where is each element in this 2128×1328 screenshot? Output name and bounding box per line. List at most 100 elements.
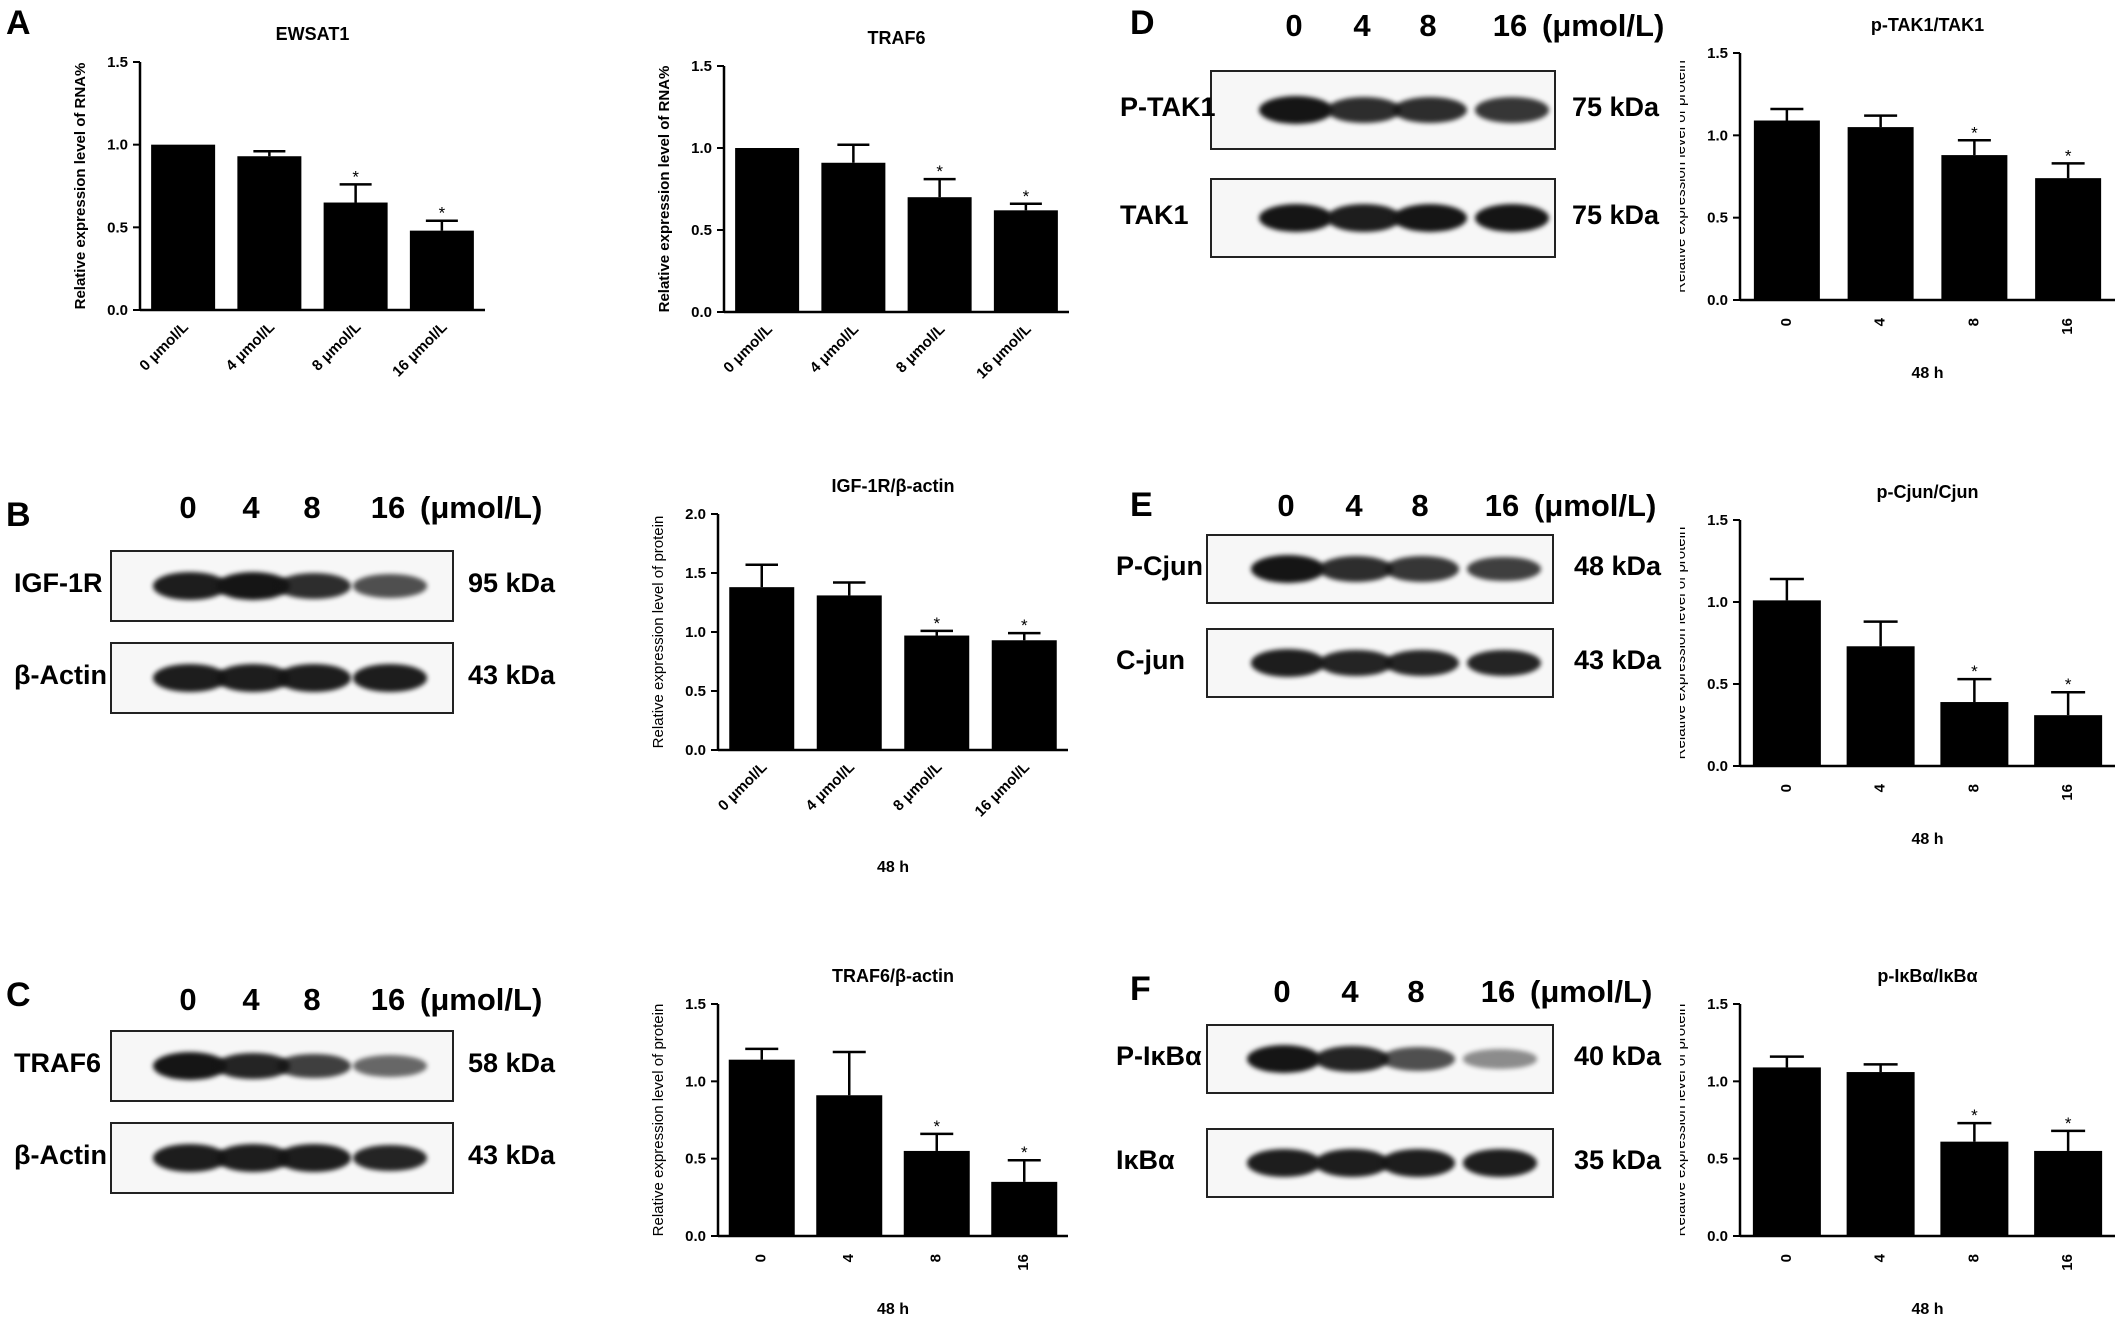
significance-star: * (936, 162, 943, 181)
western-blot-e: 0 4 8 16 (μmol/L) P-Cjun 48 kDa C-jun 43 kDa (1116, 488, 1670, 748)
x-tick-label: 4 μmol/L (223, 319, 279, 375)
y-tick-label: 0.0 (107, 302, 128, 319)
lane-label: 8 (1419, 8, 1437, 43)
blot-row (1206, 1128, 1554, 1198)
significance-star: * (1021, 616, 1028, 635)
chart-ewsat1: EWSAT1 0.0 0.5 1.0 1.5 Relative expression le… (72, 24, 485, 380)
y-tick-label: 2.0 (685, 506, 706, 523)
bar (729, 587, 795, 750)
significance-star: * (439, 204, 446, 223)
lane-label: 8 (1407, 974, 1425, 1009)
y-axis-label: Relative expression level of RNA% (656, 66, 673, 313)
lane-unit-label: (μmol/L) (420, 982, 543, 1017)
bar (816, 595, 882, 750)
x-tick-label: 0 μmol/L (720, 321, 776, 377)
lane-label: 4 (242, 982, 260, 1017)
blot-band (153, 1052, 227, 1080)
significance-star: * (1021, 1143, 1028, 1162)
y-axis-label: Relative expression level of protein (1680, 527, 1689, 760)
y-tick-label: 1.5 (685, 996, 706, 1013)
molecular-weight-label: 40 kDa (1574, 1041, 1662, 1071)
x-tick-label: 16 μmol/L (972, 759, 1034, 821)
blot-band (277, 664, 351, 692)
bar (991, 640, 1057, 750)
y-tick-label: 0.0 (685, 742, 706, 759)
blot-band (1385, 649, 1459, 677)
blot-band (1475, 204, 1549, 232)
bar (728, 1059, 795, 1236)
y-tick-label: 1.5 (685, 565, 706, 582)
blot-band (1381, 1149, 1455, 1177)
significance-star: * (2065, 1114, 2072, 1133)
panel-label-e: E (1130, 486, 1153, 524)
panel-label-b: B (6, 496, 31, 534)
bar (1940, 702, 2009, 766)
significance-star: * (933, 614, 940, 633)
x-axis-label: 48 h (1911, 365, 1943, 382)
blot-band (1381, 1047, 1455, 1071)
y-tick-label: 0.5 (107, 219, 128, 236)
molecular-weight-label: 48 kDa (1574, 551, 1662, 581)
lane-unit-label: (μmol/L) (1530, 974, 1653, 1009)
bar (151, 144, 216, 310)
x-tick-label: 8 μmol/L (309, 319, 365, 375)
y-tick-label: 1.5 (107, 54, 128, 71)
lane-label: 8 (1411, 488, 1429, 523)
x-axis-label: 48 h (877, 859, 909, 876)
blot-band (1467, 556, 1541, 582)
y-tick-label: 1.0 (1707, 1073, 1728, 1090)
significance-star: * (1023, 187, 1030, 206)
y-tick-label: 0.0 (685, 1228, 706, 1245)
y-axis-label: Relative expression level of protein (650, 1004, 667, 1237)
protein-label: IGF-1R (14, 568, 103, 598)
y-tick-label: 1.5 (1707, 45, 1728, 62)
blot-row (1210, 178, 1556, 258)
chart-title: TRAF6/β-actin (832, 966, 954, 986)
y-tick-label: 0.0 (1707, 758, 1728, 775)
blot-row (1210, 70, 1556, 150)
y-tick-label: 0.0 (691, 304, 712, 321)
protein-label: P-Cjun (1116, 551, 1203, 581)
lane-label: 0 (179, 982, 197, 1017)
significance-star: * (1971, 1106, 1978, 1125)
blot-band (153, 572, 227, 600)
lane-label: 16 (370, 982, 406, 1017)
blot-band (353, 1055, 427, 1077)
blot-band (1251, 555, 1325, 583)
blot-row (110, 642, 454, 714)
lane-label: 4 (1345, 488, 1363, 523)
blot-band (1319, 555, 1393, 583)
y-tick-label: 1.5 (691, 58, 712, 75)
bar (993, 210, 1058, 312)
bar (816, 1095, 883, 1236)
significance-star: * (2065, 146, 2072, 165)
bar (1940, 1141, 2009, 1236)
blot-band (1463, 1049, 1537, 1069)
western-blot-b: 0 4 8 16 (μmol/L) IGF-1R 95 kDa β-Actin 43 kDa (14, 490, 580, 750)
blot-band (153, 1144, 227, 1172)
lane-label: 0 (1285, 8, 1303, 43)
molecular-weight-label: 95 kDa (468, 568, 556, 598)
x-tick-label: 8 μmol/L (890, 759, 946, 815)
bar (907, 197, 972, 312)
y-axis-label: Relative expression level of protein (1680, 60, 1689, 293)
blot-band (1247, 1149, 1321, 1177)
x-tick-label: 4 μmol/L (802, 759, 858, 815)
blot-band (277, 1144, 351, 1172)
chart-pcjun-cjun: p-Cjun/Cjun 0.0 0.5 1.0 1.5 Relative expressi… (1680, 482, 2115, 848)
molecular-weight-label: 43 kDa (468, 660, 556, 690)
blot-row (110, 550, 454, 622)
x-tick-label: 8 μmol/L (893, 321, 949, 377)
x-tick-label: 16 μmol/L (973, 321, 1035, 383)
y-tick-label: 0.5 (1707, 676, 1728, 693)
panel-label-c: C (6, 976, 31, 1014)
y-tick-label: 1.0 (107, 137, 128, 154)
chart-title: EWSAT1 (276, 24, 350, 44)
y-tick-label: 1.0 (1707, 127, 1728, 144)
blot-band (1259, 96, 1333, 124)
molecular-weight-label: 75 kDa (1572, 92, 1660, 122)
blot-band (1251, 649, 1325, 677)
lane-label: 4 (1341, 974, 1359, 1009)
y-tick-label: 1.5 (1707, 512, 1728, 529)
y-axis-label: Relative expression level of protein (1680, 1004, 1689, 1237)
